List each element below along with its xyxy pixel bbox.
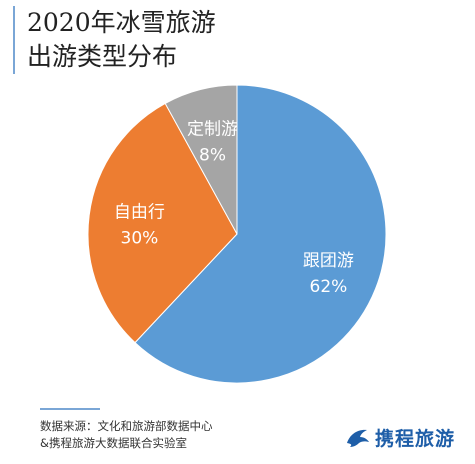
pie-slice-1 — [87, 102, 238, 344]
slice-name-label-0: 跟团游 — [303, 251, 354, 271]
pie-slice-0 — [134, 84, 387, 384]
brand-logo: 携程旅游 — [345, 424, 455, 451]
title-line-1: 2020年冰雪旅游 — [27, 8, 216, 37]
slice-name-label-2: 定制游 — [187, 120, 238, 140]
title-line-2: 出游类型分布 — [27, 42, 178, 71]
pie-labels: 跟团游 62% 自由行 30% 定制游 8% — [114, 120, 354, 298]
source-line-1: 数据来源：文化和旅游部数据中心 — [40, 419, 213, 433]
slice-value-label-0: 62% — [310, 277, 348, 297]
pie-slices — [87, 84, 387, 384]
brand-name: 携程旅游 — [374, 428, 455, 450]
footer-divider — [40, 408, 100, 410]
pie-slice-2 — [164, 84, 238, 235]
data-source: 数据来源：文化和旅游部数据中心 &携程旅游大数据联合实验室 — [40, 418, 213, 452]
slice-name-label-1: 自由行 — [114, 203, 165, 223]
slice-value-label-2: 8% — [199, 146, 226, 166]
slice-value-label-1: 30% — [121, 229, 159, 249]
source-line-2: &携程旅游大数据联合实验室 — [40, 436, 187, 450]
dolphin-logo-icon — [346, 429, 369, 447]
chart-title: 2020年冰雪旅游 出游类型分布 — [13, 6, 216, 74]
